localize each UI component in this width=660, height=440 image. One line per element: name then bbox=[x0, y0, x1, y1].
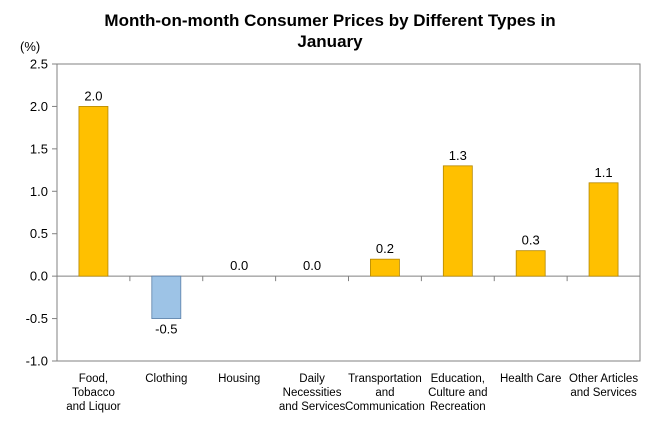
x-tick-label-line: Transportation bbox=[348, 373, 422, 385]
y-tick-label: 2.0 bbox=[30, 99, 48, 114]
data-labels: 2.0 -0.5 0.0 0.0 0.2 1.3 0.3 1.1 bbox=[84, 88, 612, 336]
data-label: -0.5 bbox=[155, 322, 177, 337]
y-tick-label: -1.0 bbox=[26, 354, 48, 369]
bar bbox=[78, 106, 109, 277]
bar bbox=[442, 165, 473, 277]
x-tick-label-line: Recreation bbox=[430, 401, 486, 413]
x-tick-label: Health Care bbox=[500, 373, 561, 385]
bars bbox=[78, 106, 619, 319]
y-tick-label: -0.5 bbox=[26, 311, 48, 326]
data-label: 0.2 bbox=[376, 241, 394, 256]
data-label: 2.0 bbox=[84, 88, 102, 103]
x-tick-label: Housing bbox=[218, 373, 260, 385]
x-tick-label-line: Housing bbox=[218, 373, 260, 385]
data-label: 1.3 bbox=[449, 148, 467, 163]
y-axis-unit: (%) bbox=[20, 39, 40, 54]
x-tick-label-line: Food, bbox=[79, 373, 108, 385]
bar bbox=[515, 250, 546, 277]
x-tick-label-line: Other Articles bbox=[569, 373, 638, 385]
x-tick-label-line: and Services bbox=[279, 401, 346, 413]
data-label: 0.3 bbox=[522, 233, 540, 248]
data-label: 1.1 bbox=[595, 165, 613, 180]
plot-border bbox=[56, 63, 641, 362]
bar bbox=[151, 275, 182, 319]
x-axis: Food, Tobacco and Liquor Clothing Housing Dai… bbox=[66, 373, 638, 413]
x-tick-label: Food, Tobacco and Liquor bbox=[66, 373, 121, 413]
x-tick-label: Daily Necessities and Services bbox=[279, 373, 346, 413]
y-tick-label: 0.5 bbox=[30, 226, 48, 241]
x-tick-label: Clothing bbox=[145, 373, 187, 385]
x-tick-label: Other Articles and Services bbox=[569, 373, 638, 399]
x-tick-label: Transportation and Communication bbox=[345, 373, 425, 413]
y-tick-label: 1.0 bbox=[30, 184, 48, 199]
x-tick-label-line: Necessities bbox=[283, 387, 342, 399]
x-tick-label-line: Daily bbox=[299, 373, 325, 385]
x-tick-label: Education, Culture and Recreation bbox=[428, 373, 487, 413]
x-tick-label-line: Health Care bbox=[500, 373, 561, 385]
x-tick-label-line: and bbox=[375, 387, 394, 399]
x-tick-label-line: and Services bbox=[570, 387, 637, 399]
x-tick-label-line: and Liquor bbox=[66, 401, 121, 413]
bar bbox=[370, 258, 400, 277]
x-tick-label-line: Communication bbox=[345, 401, 425, 413]
chart-title-line-2: January bbox=[297, 32, 363, 51]
data-label: 0.0 bbox=[230, 258, 248, 273]
chart-title: Month-on-month Consumer Prices by Differ… bbox=[0, 10, 660, 52]
x-tick-label-line: Clothing bbox=[145, 373, 187, 385]
x-tick-label-line: Culture and bbox=[428, 387, 487, 399]
x-tick-label-line: Tobacco bbox=[72, 387, 115, 399]
y-tick-label: 0.0 bbox=[30, 269, 48, 284]
y-axis: 2.5 2.0 1.5 1.0 0.5 0.0 -0.5 -1.0 bbox=[26, 57, 641, 369]
chart-title-line-1: Month-on-month Consumer Prices by Differ… bbox=[104, 11, 556, 30]
y-tick-label: 1.5 bbox=[30, 141, 48, 156]
y-tick-label: 2.5 bbox=[30, 57, 48, 72]
x-tick-label-line: Education, bbox=[431, 373, 485, 385]
bar bbox=[588, 182, 619, 277]
plot-area bbox=[56, 63, 641, 362]
data-label: 0.0 bbox=[303, 258, 321, 273]
